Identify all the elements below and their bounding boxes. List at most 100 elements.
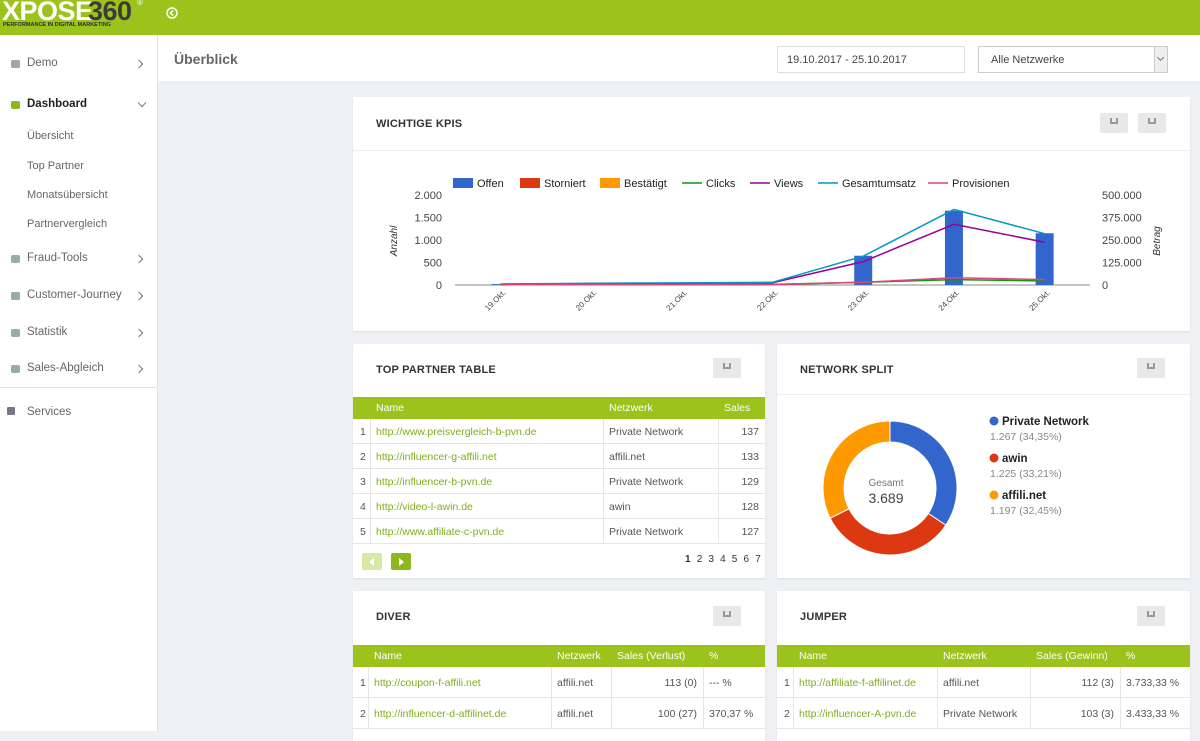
value-label: 1.267 (34,35%) <box>990 431 1062 443</box>
toolbar <box>158 35 1200 81</box>
page-link[interactable]: 3 <box>708 554 714 565</box>
menu-item[interactable]: Demo <box>27 57 58 69</box>
partner-link[interactable]: http://affiliate-f-affilinet.de <box>799 676 916 689</box>
menu-icon <box>7 407 15 415</box>
table-cell: affili.net <box>557 676 593 689</box>
panel-divider <box>777 394 1190 395</box>
legend-label: Clicks <box>706 178 736 190</box>
partner-link[interactable]: http://influencer-b-pvn.de <box>376 475 493 488</box>
bar <box>1035 233 1054 285</box>
menu-item[interactable]: Services <box>27 406 72 418</box>
panel-title: WICHTIGE KPIS <box>376 118 463 130</box>
y-tick-label: 1.500 <box>414 213 442 225</box>
menu-item[interactable]: Customer-Journey <box>27 289 122 301</box>
jumper-panel: JUMPER Name Netzwerk Sales (Gewinn)% 1 http:/… <box>777 591 1190 741</box>
table-header <box>353 645 765 667</box>
page-link[interactable]: 2 <box>696 554 703 565</box>
column-header: Name <box>374 650 403 662</box>
legend-label: Private Network <box>1002 416 1090 428</box>
page-link[interactable]: 7 <box>755 554 761 565</box>
table-cell: 3 <box>360 475 366 488</box>
download-button[interactable] <box>1137 358 1165 378</box>
download-button[interactable] <box>713 606 741 626</box>
date-range-input[interactable]: 19.10.2017 - 25.10.2017 <box>777 46 965 73</box>
table-cell: --- % <box>709 676 732 689</box>
y2-tick-label: 250.000 <box>1102 235 1142 247</box>
donut-center-label: Gesamt <box>868 478 903 489</box>
cell-divider <box>703 698 704 729</box>
x-tick-label: 24.Okt. <box>937 288 962 313</box>
legend-swatch <box>453 178 473 188</box>
y-tick-label: 2.000 <box>414 190 442 202</box>
table-cell: 127 <box>741 525 759 538</box>
submenu-item[interactable]: Partnervergleich <box>27 218 108 230</box>
submenu-item[interactable]: Top Partner <box>27 160 84 172</box>
legend-swatch <box>600 178 620 188</box>
x-tick-label: 22.Okt. <box>755 288 780 313</box>
y-tick-label: 1.000 <box>414 235 442 247</box>
column-header: Netzwerk <box>557 650 601 662</box>
partner-link[interactable]: http://influencer-g-affili.net <box>376 450 497 463</box>
cell-divider <box>603 519 604 544</box>
menu-item[interactable]: Sales-Abgleich <box>27 362 104 374</box>
network-select[interactable]: Alle Netzwerke <box>978 46 1168 73</box>
column-header: Sales (Gewinn) <box>1036 650 1108 662</box>
legend-label: Storniert <box>544 178 586 190</box>
logo-part: 360 <box>88 0 132 26</box>
column-header: Sales <box>724 402 751 414</box>
cell-divider <box>603 494 604 519</box>
page-link[interactable]: 1 <box>685 554 691 565</box>
cell-divider <box>370 494 371 519</box>
legend-dot <box>989 490 999 500</box>
page-link[interactable]: 5 <box>731 554 738 565</box>
legend-label: Provisionen <box>952 178 1009 190</box>
cell-divider <box>793 698 794 729</box>
prev-arrow <box>369 558 374 566</box>
table-cell: 2 <box>360 450 366 463</box>
panel-title: TOP PARTNER TABLE <box>376 364 496 376</box>
x-tick-label: 20.Okt. <box>574 288 599 313</box>
download-button[interactable] <box>1137 606 1165 626</box>
bar <box>854 255 873 285</box>
menu-item[interactable]: Fraud-Tools <box>27 252 88 264</box>
y2-axis-title: Betrag <box>1152 226 1163 256</box>
partner-link[interactable]: http://influencer-d-affilinet.de <box>374 707 507 720</box>
table-cell: 2 <box>360 707 366 720</box>
cell-divider <box>603 469 604 494</box>
table-header <box>777 645 1190 667</box>
table-cell: 129 <box>741 475 759 488</box>
menu-icon <box>11 329 20 337</box>
partner-link[interactable]: http://coupon-f-affili.net <box>374 676 481 689</box>
table-row-line <box>353 468 765 469</box>
menu-item[interactable]: Dashboard <box>27 98 88 110</box>
partner-link[interactable]: http://www.preisvergleich-b-pvn.de <box>376 425 537 438</box>
settings-button[interactable] <box>1138 113 1166 133</box>
partner-link[interactable]: http://www.affiliate-c-pvn.de <box>376 525 505 538</box>
cell-divider <box>603 419 604 444</box>
select-arrow <box>1156 53 1165 62</box>
y2-tick-label: 500.000 <box>1102 190 1142 202</box>
page-link[interactable]: 4 <box>720 554 726 565</box>
table-cell: 2 <box>784 707 790 720</box>
table-cell: 133 <box>741 450 759 463</box>
cell-divider <box>718 444 719 469</box>
sidebar <box>0 35 158 731</box>
menu-item[interactable]: Statistik <box>27 326 68 338</box>
cell-divider <box>718 519 719 544</box>
table-cell: 112 (3) <box>1081 676 1115 689</box>
table-cell: Private Network <box>609 475 684 488</box>
line <box>500 277 1045 286</box>
cell-divider <box>1030 667 1031 698</box>
partner-link[interactable]: http://video-l-awin.de <box>376 500 473 513</box>
submenu-item[interactable]: Übersicht <box>27 130 74 142</box>
download-button[interactable] <box>1100 113 1128 133</box>
partner-link[interactable]: http://influencer-A-pvn.de <box>799 707 917 720</box>
download-button[interactable] <box>713 358 741 378</box>
x-tick-label: 21.Okt. <box>665 288 690 313</box>
cell-divider <box>551 667 552 698</box>
y2-tick-label: 125.000 <box>1102 258 1142 270</box>
page-link[interactable]: 6 <box>743 554 750 565</box>
value-label: 1.197 (32,45%) <box>990 505 1062 517</box>
collapse-icon[interactable] <box>165 6 179 20</box>
submenu-item[interactable]: Monatsübersicht <box>27 189 108 201</box>
